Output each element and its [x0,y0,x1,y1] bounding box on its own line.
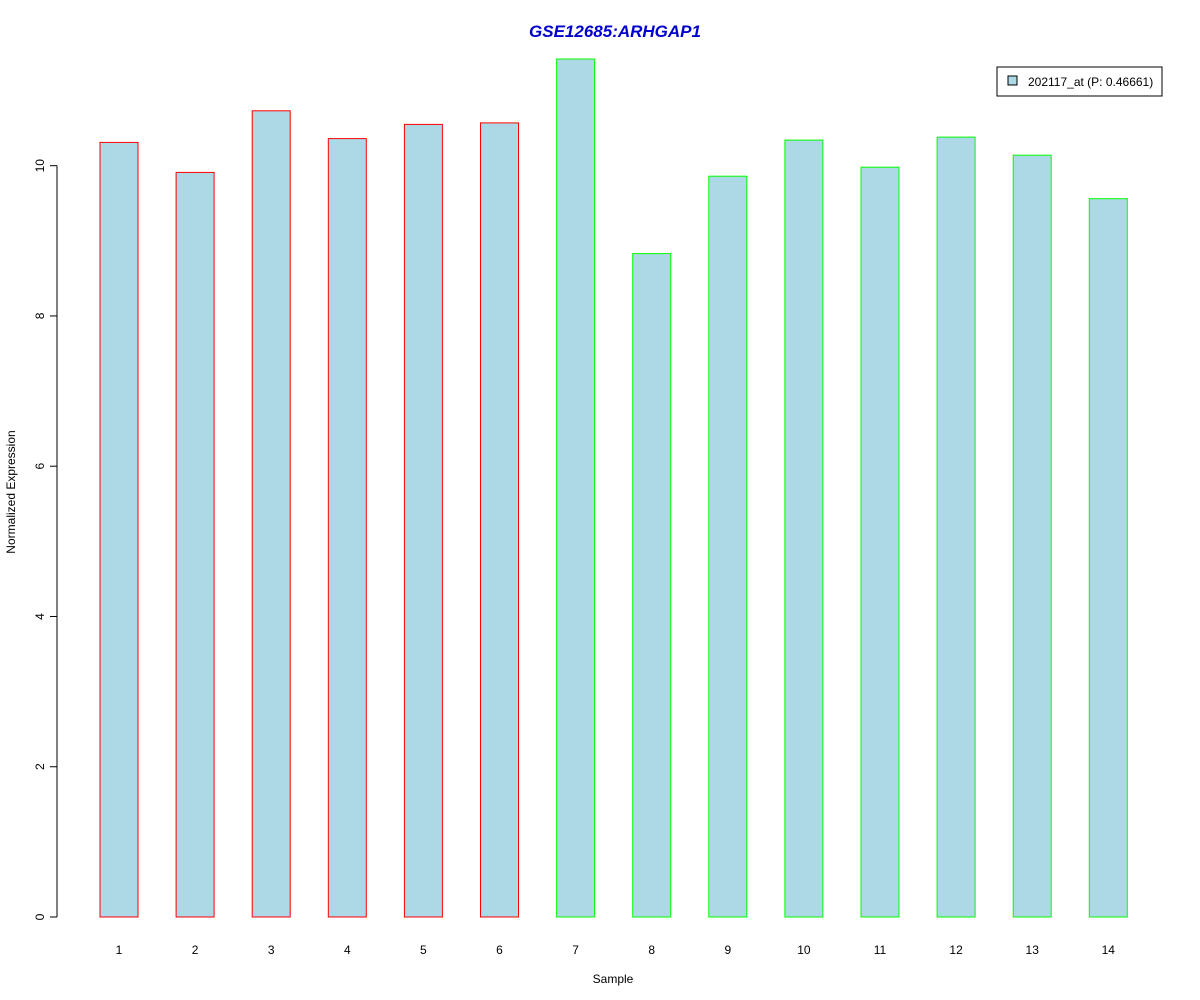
x-tick-label: 9 [724,943,731,957]
legend-swatch [1007,75,1018,86]
bar-14 [1088,198,1128,918]
bar-4 [327,138,367,918]
bar-8 [632,253,672,918]
bar-3 [251,110,291,918]
chart-title: GSE12685:ARHGAP1 [529,22,701,41]
bar-11 [860,166,900,918]
y-tick-label: 8 [33,312,47,319]
legend-box [996,66,1163,97]
bar-13 [1012,154,1052,918]
bar-7 [556,58,596,918]
x-tick-label: 14 [1102,943,1116,957]
x-tick-label: 6 [496,943,503,957]
bar-1 [99,141,139,918]
y-axis-label: Normalized Expression [4,430,18,553]
y-tick-label: 2 [33,763,47,770]
bar-12 [936,136,976,918]
legend-label: 202117_at (P: 0.46661) [1028,75,1153,89]
bar-2 [175,171,215,918]
x-tick-label: 12 [949,943,963,957]
y-tick-label: 0 [33,913,47,920]
bar-9 [708,175,748,918]
bar-10 [784,139,824,918]
legend: 202117_at (P: 0.46661) [996,66,1163,97]
x-tick-label: 8 [648,943,655,957]
bar-6 [480,122,519,918]
x-tick-label: 3 [268,943,275,957]
x-tick-label: 13 [1026,943,1040,957]
x-tick-label: 10 [797,943,811,957]
x-tick-label: 7 [572,943,579,957]
x-tick-label: 5 [420,943,427,957]
x-tick-label: 4 [344,943,351,957]
bar-5 [403,123,443,918]
x-axis-label: Sample [593,972,634,986]
y-tick-label: 6 [33,463,47,470]
x-axis: 1 2 3 4 5 6 7 8 9 10 11 12 13 14 [116,943,1116,957]
y-tick-label: 4 [33,613,47,620]
x-tick-label: 11 [874,943,887,957]
bar-series [99,58,1128,918]
y-axis: 0 2 4 6 8 10 [33,159,58,920]
x-tick-label: 1 [116,943,123,957]
y-tick-label: 10 [33,159,47,173]
x-tick-label: 2 [192,943,199,957]
